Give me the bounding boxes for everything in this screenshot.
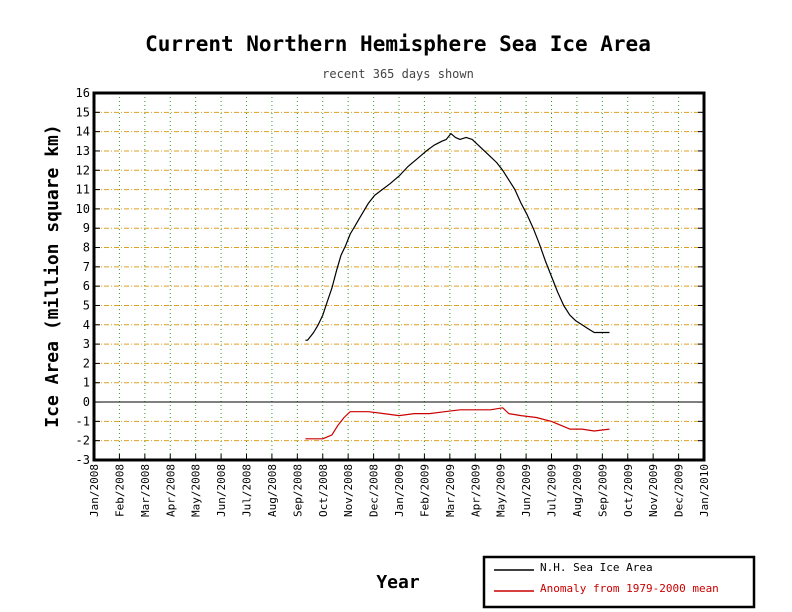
x-tick-label: Oct/2008 — [317, 464, 330, 517]
y-tick-label: 8 — [83, 241, 90, 255]
y-tick-label: 12 — [76, 163, 90, 177]
x-tick-label: Aug/2009 — [571, 464, 584, 517]
y-tick-label: -3 — [76, 453, 90, 467]
x-tick-label: Jan/2010 — [698, 464, 711, 517]
x-tick-label: Jan/2009 — [393, 464, 406, 517]
x-tick-label: Jun/2009 — [520, 464, 533, 517]
y-tick-label: 13 — [76, 144, 90, 158]
x-tick-label: Oct/2009 — [622, 464, 635, 517]
x-tick-label: Sep/2009 — [596, 464, 609, 517]
legend-box — [482, 555, 756, 609]
plot-frame — [92, 91, 706, 462]
x-tick-label: May/2009 — [495, 464, 508, 517]
y-tick-label: 2 — [83, 356, 90, 370]
x-tick-label: Jul/2009 — [546, 464, 559, 517]
x-axis-label: Year — [376, 572, 420, 593]
grid-lines — [93, 92, 705, 461]
x-tick-label: Mar/2009 — [444, 464, 457, 517]
legend-label-ice-area: N.H. Sea Ice Area — [540, 561, 653, 574]
y-tick-label: 5 — [83, 298, 90, 312]
y-tick-label: 14 — [76, 125, 90, 139]
series-layer — [305, 133, 610, 440]
x-tick-label: May/2008 — [190, 464, 203, 517]
x-tick-label: Jan/2008 — [88, 464, 101, 517]
y-tick-label: 6 — [83, 279, 90, 293]
legend: N.H. Sea Ice Area Anomaly from 1979-2000… — [482, 555, 756, 609]
y-tick-label: 1 — [83, 376, 90, 390]
series-line-ice-area — [305, 133, 610, 341]
y-tick-label: 16 — [76, 86, 90, 100]
y-tick-label: 11 — [76, 183, 90, 197]
y-tick-label: 7 — [83, 260, 90, 274]
y-tick-label: 10 — [76, 202, 90, 216]
x-tick-label: Sep/2008 — [291, 464, 304, 517]
y-tick-label: 9 — [83, 221, 90, 235]
x-tick-label: Dec/2009 — [673, 464, 686, 517]
x-tick-label: Nov/2008 — [342, 464, 355, 517]
y-tick-label: 15 — [76, 105, 90, 119]
y-tick-label: 4 — [83, 318, 90, 332]
legend-label-anomaly: Anomaly from 1979-2000 mean — [540, 582, 719, 595]
chart-subtitle: recent 365 days shown — [322, 67, 474, 81]
x-tick-label: Apr/2008 — [164, 464, 177, 517]
y-tick-label: 3 — [83, 337, 90, 351]
y-tick-label: -2 — [76, 434, 90, 448]
x-axis-ticks: Jan/2008 Feb/2008 Mar/2008 Apr/2008 May/2008… — [88, 454, 711, 517]
x-tick-label: Feb/2008 — [113, 464, 126, 517]
x-tick-label: Jun/2008 — [215, 464, 228, 517]
series-line-anomaly — [305, 407, 610, 440]
x-tick-label: Feb/2009 — [418, 464, 431, 517]
x-tick-label: Aug/2008 — [266, 464, 279, 517]
x-tick-label: Dec/2008 — [368, 464, 381, 517]
x-tick-label: Apr/2009 — [469, 464, 482, 517]
x-tick-label: Mar/2008 — [139, 464, 152, 517]
x-tick-label: Jul/2008 — [241, 464, 254, 517]
y-axis-label: Ice Area (million square km) — [42, 124, 63, 427]
x-tick-label: Nov/2009 — [647, 464, 660, 517]
y-tick-label: 0 — [83, 395, 90, 409]
chart-title: Current Northern Hemisphere Sea Ice Area — [145, 32, 651, 56]
y-tick-label: -1 — [76, 414, 90, 428]
